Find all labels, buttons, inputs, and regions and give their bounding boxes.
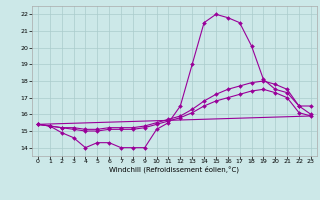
X-axis label: Windchill (Refroidissement éolien,°C): Windchill (Refroidissement éolien,°C) [109,166,239,173]
